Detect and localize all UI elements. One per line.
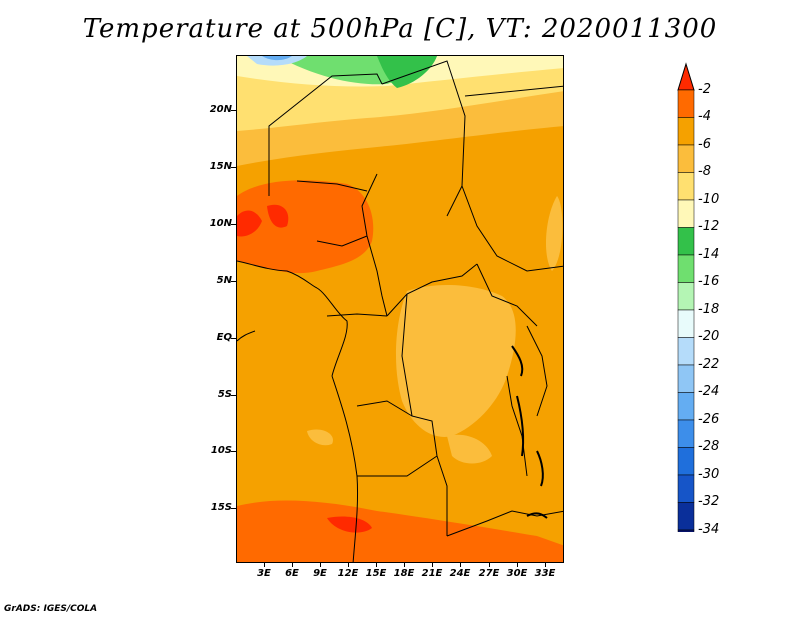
colorbar-label: -32 bbox=[698, 494, 720, 509]
lat-label: 15N bbox=[209, 161, 232, 172]
colorbar-label: -26 bbox=[698, 412, 720, 427]
lat-label: 5S bbox=[217, 389, 232, 400]
colorbar-label: -12 bbox=[698, 219, 720, 234]
colorbar-label: -16 bbox=[698, 274, 720, 289]
colorbar-segment bbox=[677, 117, 695, 146]
colorbar-segment bbox=[677, 199, 695, 228]
colorbar-segment bbox=[677, 419, 695, 448]
colorbar-segment bbox=[677, 392, 695, 421]
colorbar: -2 -4 -6 -8 -10 -12 -14 -16 -18 -20 -22 … bbox=[676, 62, 756, 537]
colorbar-segment bbox=[677, 144, 695, 173]
lon-label: 18E bbox=[393, 568, 415, 579]
colorbar-label: -4 bbox=[698, 109, 711, 124]
colorbar-label: -6 bbox=[698, 137, 711, 152]
lon-label: 9E bbox=[313, 568, 327, 579]
lon-label: 21E bbox=[421, 568, 443, 579]
colorbar-label: -2 bbox=[698, 82, 711, 97]
colorbar-segment bbox=[677, 502, 695, 531]
lon-label: 6E bbox=[285, 568, 299, 579]
map-title: Temperature at 500hPa [C], VT: 202001130… bbox=[82, 14, 718, 44]
colorbar-segment bbox=[677, 227, 695, 256]
footer-credit: GrADS: IGES/COLA bbox=[4, 604, 98, 614]
colorbar-label: -30 bbox=[698, 467, 720, 482]
lon-label: 30E bbox=[506, 568, 528, 579]
lat-label: EQ bbox=[216, 332, 232, 343]
colorbar-label: -18 bbox=[698, 302, 720, 317]
lat-label: 20N bbox=[209, 104, 232, 115]
lat-label: 5N bbox=[216, 275, 232, 286]
colorbar-segment bbox=[677, 364, 695, 393]
colorbar-cap-top bbox=[677, 62, 695, 91]
colorbar-segment bbox=[677, 529, 695, 532]
colorbar-label: -22 bbox=[698, 357, 720, 372]
colorbar-segment bbox=[677, 309, 695, 338]
lon-label: 12E bbox=[337, 568, 359, 579]
temperature-map bbox=[236, 55, 564, 563]
colorbar-label: -14 bbox=[698, 247, 720, 262]
colorbar-label: -28 bbox=[698, 439, 720, 454]
lat-label: 10S bbox=[210, 445, 232, 456]
colorbar-segment bbox=[677, 447, 695, 476]
colorbar-segment bbox=[677, 89, 695, 118]
colorbar-segment bbox=[677, 172, 695, 201]
colorbar-label: -34 bbox=[698, 522, 720, 537]
colorbar-segment bbox=[677, 474, 695, 503]
colorbar-label: -8 bbox=[698, 164, 711, 179]
temperature-field bbox=[237, 56, 563, 562]
colorbar-label: -24 bbox=[698, 384, 720, 399]
colorbar-segment bbox=[677, 254, 695, 283]
lon-label: 15E bbox=[365, 568, 387, 579]
lon-label: 24E bbox=[449, 568, 471, 579]
lat-label: 15S bbox=[210, 502, 232, 513]
lon-label: 3E bbox=[257, 568, 271, 579]
colorbar-segment bbox=[677, 282, 695, 311]
lon-label: 27E bbox=[478, 568, 500, 579]
colorbar-label: -20 bbox=[698, 329, 720, 344]
colorbar-scale bbox=[677, 62, 695, 532]
lat-label: 10N bbox=[209, 218, 232, 229]
lon-label: 33E bbox=[534, 568, 556, 579]
colorbar-label: -10 bbox=[698, 192, 720, 207]
colorbar-segment bbox=[677, 337, 695, 366]
